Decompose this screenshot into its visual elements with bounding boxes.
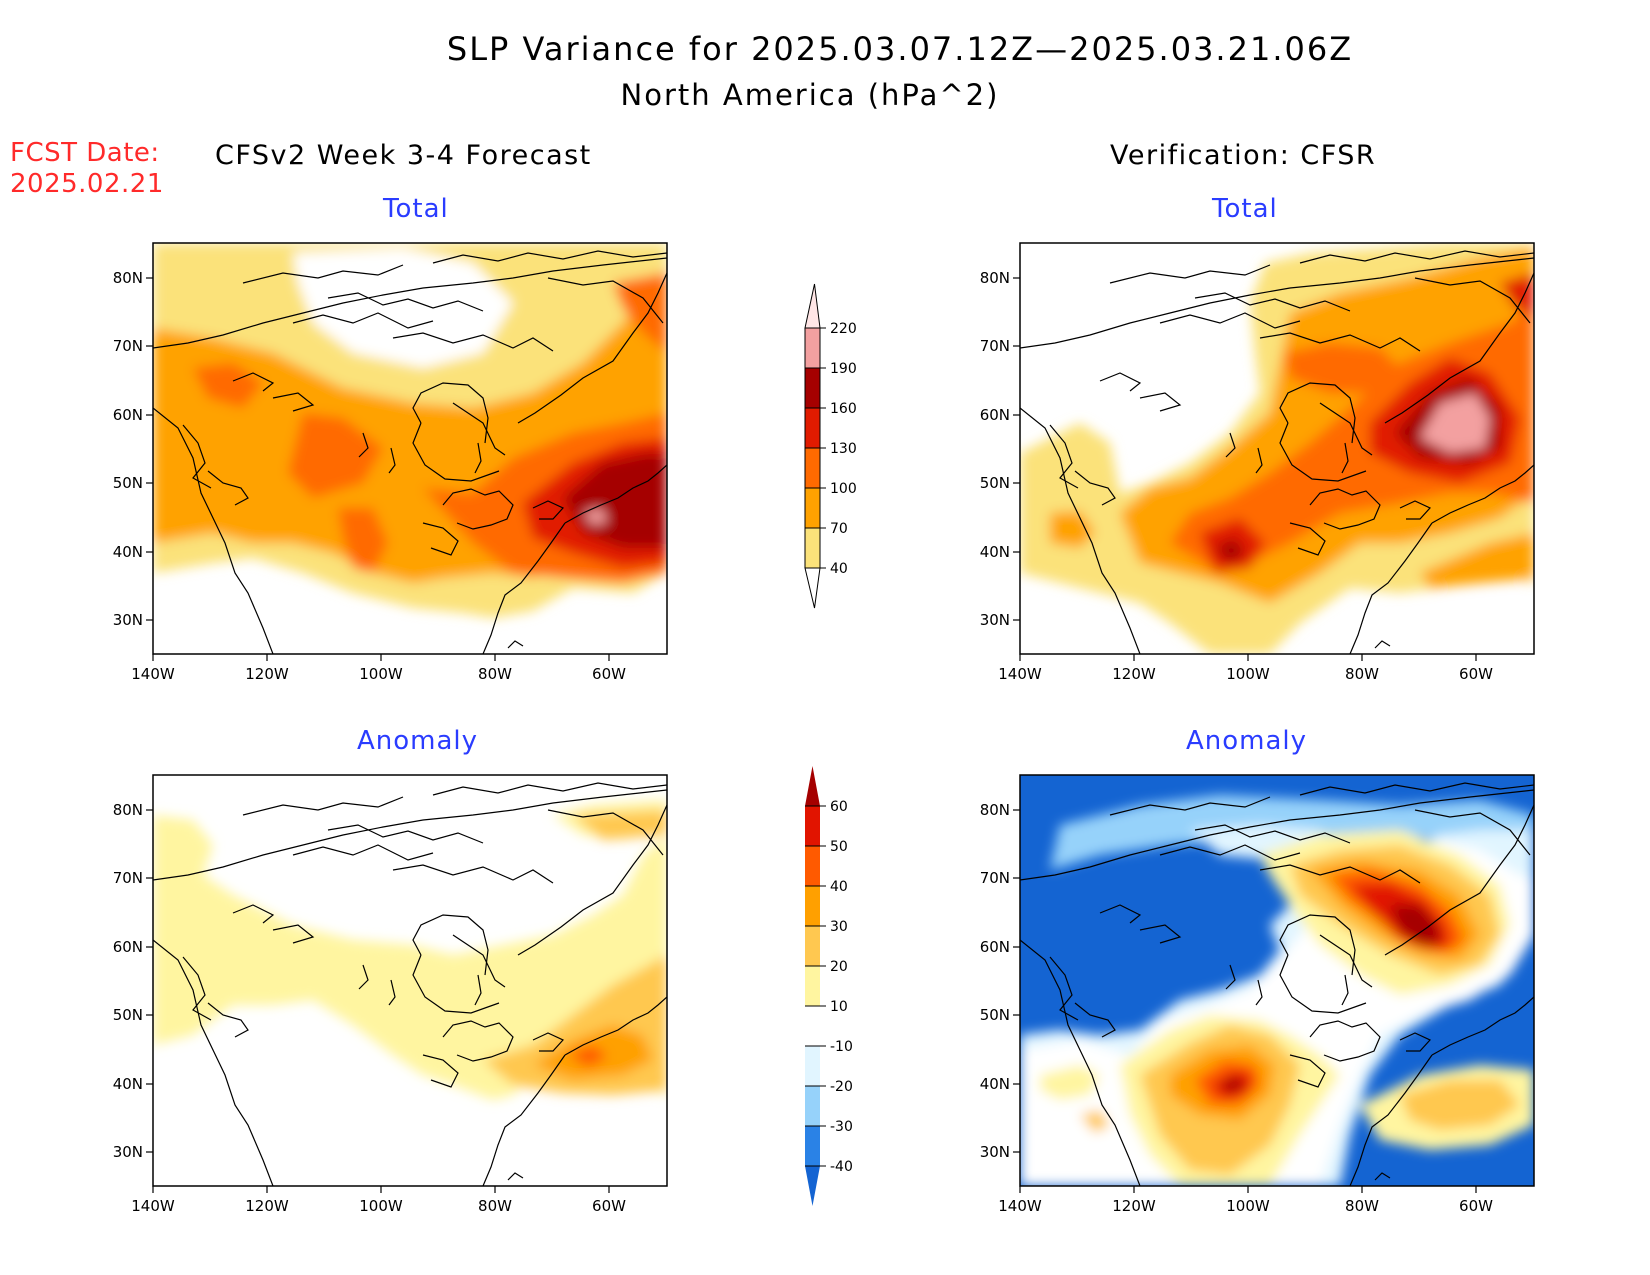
lat-tick-label: 60N (113, 938, 143, 956)
colorbar-anomaly: -40 -30 -20 -10 10 20 30 40 50 60 (805, 766, 853, 1206)
axes-layer: 140W 120W 100W 80W 60W 80N 70N 60N 50N 40N 30N 140W… (113, 269, 1493, 1215)
fcst-date: FCST Date: 2025.02.21 (10, 138, 164, 200)
lat-tick-label: 60N (980, 938, 1010, 956)
lon-tick-label: 140W (998, 665, 1042, 683)
lon-tick-label: 100W (359, 665, 403, 683)
forecast-column-title: CFSv2 Week 3-4 Forecast (215, 140, 592, 171)
colorbar-anomaly-swatch (805, 806, 820, 846)
lat-tick-label: 40N (113, 543, 143, 561)
lat-tick-label: 60N (980, 406, 1010, 424)
lat-tick-label: 40N (113, 1075, 143, 1093)
lat-tick-label: 50N (980, 1006, 1010, 1024)
colorbar-total-bottom-arrow (804, 567, 821, 609)
lon-tick-label: 120W (1112, 1197, 1156, 1215)
lon-tick-label: 140W (131, 665, 175, 683)
lon-tick-label: 140W (131, 1197, 175, 1215)
colorbar-anomaly-swatch (805, 1006, 820, 1046)
lat-tick-label: 50N (113, 1006, 143, 1024)
lat-tick-label: 50N (980, 474, 1010, 492)
colorbar-total-swatch (805, 448, 820, 488)
colorbar-total-label: 190 (830, 361, 857, 377)
panel-title-verification-anomaly: Anomaly (1186, 726, 1308, 756)
lon-tick-label: 100W (1226, 665, 1270, 683)
colorbar-anomaly-swatch (805, 966, 820, 1006)
map-forecast-total (152, 242, 668, 655)
lon-tick-label: 120W (245, 665, 289, 683)
colorbar-total-label: 220 (830, 321, 857, 337)
colorbar-total-label: 160 (830, 401, 857, 417)
lon-tick-label: 80W (478, 1197, 512, 1215)
colorbar-anomaly-swatch (805, 1086, 820, 1126)
colorbar-total-top-arrow (804, 283, 821, 329)
fcst-date-label: FCST Date: (10, 138, 160, 168)
lat-tick-label: 30N (113, 1143, 143, 1161)
lat-tick-label: 80N (113, 269, 143, 287)
lat-tick-label: 70N (980, 337, 1010, 355)
lat-tick-label: 70N (113, 869, 143, 887)
colorbar-total-swatch (805, 488, 820, 528)
fcst-date-value: 2025.02.21 (10, 169, 164, 199)
lat-tick-label: 70N (113, 337, 143, 355)
lat-tick-label: 30N (113, 611, 143, 629)
lon-tick-label: 80W (1345, 665, 1379, 683)
lon-tick-label: 120W (1112, 665, 1156, 683)
main-title: SLP Variance for 2025.03.07.12Z—2025.03.… (446, 30, 1354, 68)
lat-tick-label: 40N (980, 1075, 1010, 1093)
colorbar-anomaly-swatch (805, 846, 820, 886)
lat-tick-label: 70N (980, 869, 1010, 887)
colorbar-total-label: 40 (830, 561, 848, 577)
map-verification-anomaly (1019, 774, 1535, 1187)
colorbar-anomaly-bottom-arrow (805, 1166, 820, 1206)
lon-tick-label: 60W (592, 665, 626, 683)
panel-title-verification-total: Total (1212, 194, 1278, 224)
lat-tick-label: 30N (980, 611, 1010, 629)
lat-tick-label: 80N (980, 269, 1010, 287)
colorbar-total-swatch (805, 528, 820, 568)
colorbar-total-swatch (805, 328, 820, 368)
colorbar-anomaly-swatch (805, 1046, 820, 1086)
lon-tick-label: 100W (359, 1197, 403, 1215)
map-forecast-anomaly (152, 774, 668, 1187)
colorbar-anomaly-label: -40 (830, 1159, 853, 1175)
colorbar-anomaly-label: 30 (830, 919, 848, 935)
lon-tick-label: 140W (998, 1197, 1042, 1215)
colorbar-anomaly-swatch (805, 1126, 820, 1166)
lon-tick-label: 100W (1226, 1197, 1270, 1215)
lon-tick-label: 80W (1345, 1197, 1379, 1215)
lat-tick-label: 50N (113, 474, 143, 492)
colorbar-anomaly-label: 60 (830, 799, 848, 815)
lat-tick-label: 80N (113, 801, 143, 819)
lon-tick-label: 120W (245, 1197, 289, 1215)
colorbar-total-swatch (805, 408, 820, 448)
colorbar-anomaly-label: 20 (830, 959, 848, 975)
map-verification-total (1019, 242, 1535, 655)
colorbar-anomaly-label: -20 (830, 1079, 853, 1095)
colorbar-total-label: 130 (830, 441, 857, 457)
colorbar-total: 40 70 100 130 160 190 220 (804, 283, 857, 609)
colorbar-total-label: 70 (830, 521, 848, 537)
lat-tick-label: 30N (980, 1143, 1010, 1161)
colorbar-anomaly-top-arrow (805, 766, 820, 806)
lon-tick-label: 80W (478, 665, 512, 683)
panel-title-forecast-anomaly: Anomaly (357, 726, 479, 756)
colorbar-anomaly-label: 50 (830, 839, 848, 855)
colorbar-total-label: 100 (830, 481, 857, 497)
colorbar-anomaly-swatch (805, 926, 820, 966)
colorbar-anomaly-label: 40 (830, 879, 848, 895)
colorbar-total-swatch (805, 368, 820, 408)
lon-tick-label: 60W (1459, 665, 1493, 683)
lat-tick-label: 60N (113, 406, 143, 424)
colorbar-anomaly-label: -10 (830, 1039, 853, 1055)
lat-tick-label: 40N (980, 543, 1010, 561)
colorbar-anomaly-swatch (805, 886, 820, 926)
colorbar-anomaly-label: -30 (830, 1119, 853, 1135)
panel-title-forecast-total: Total (383, 194, 449, 224)
colorbar-anomaly-label: 10 (830, 999, 848, 1015)
lon-tick-label: 60W (1459, 1197, 1493, 1215)
main-subtitle: North America (hPa^2) (620, 78, 1000, 112)
lon-tick-label: 60W (592, 1197, 626, 1215)
verification-column-title: Verification: CFSR (1110, 140, 1377, 171)
lat-tick-label: 80N (980, 801, 1010, 819)
